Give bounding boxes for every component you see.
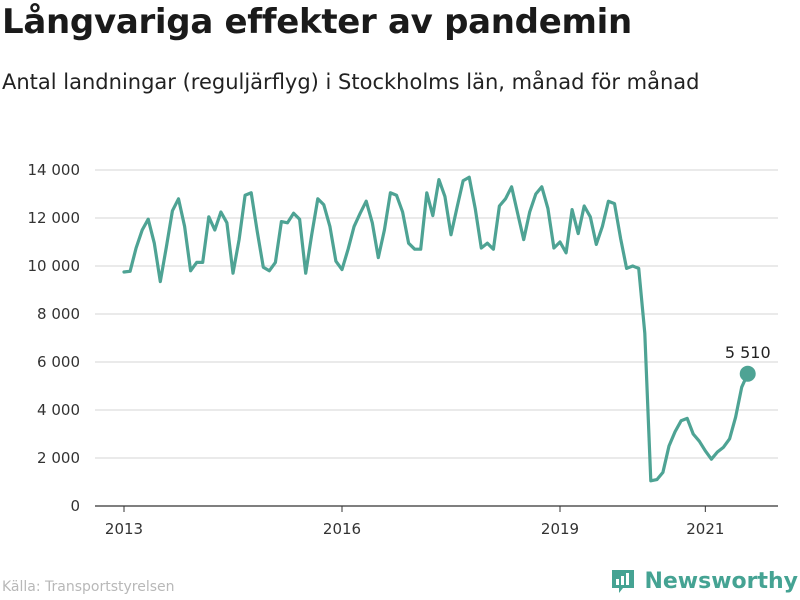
- x-tick-label: 2019: [541, 520, 579, 538]
- brand-logo: Newsworthy: [610, 568, 798, 594]
- y-tick-label: 10 000: [28, 257, 81, 275]
- series-line: [122, 175, 750, 483]
- x-tick-label: 2021: [686, 520, 724, 538]
- x-tick-label: 2013: [105, 520, 143, 538]
- y-tick-label: 2 000: [37, 449, 80, 467]
- last-value-label: 5 510: [725, 343, 771, 362]
- page-subtitle: Antal landningar (reguljärflyg) i Stockh…: [2, 70, 700, 94]
- y-tick-label: 8 000: [37, 305, 80, 323]
- y-tick-label: 4 000: [37, 401, 80, 419]
- y-tick-label: 0: [70, 497, 80, 515]
- last-point-marker: [739, 365, 756, 382]
- source-note: Källa: Transportstyrelsen: [2, 579, 175, 595]
- y-tick-label: 6 000: [37, 353, 80, 371]
- x-tick-label: 2016: [323, 520, 361, 538]
- page-title: Långvariga effekter av pandemin: [2, 2, 632, 42]
- brand-name: Newsworthy: [644, 568, 798, 594]
- y-tick-label: 14 000: [28, 161, 81, 179]
- y-tick-label: 12 000: [28, 209, 81, 227]
- bar-chart-logo-icon: [612, 570, 635, 593]
